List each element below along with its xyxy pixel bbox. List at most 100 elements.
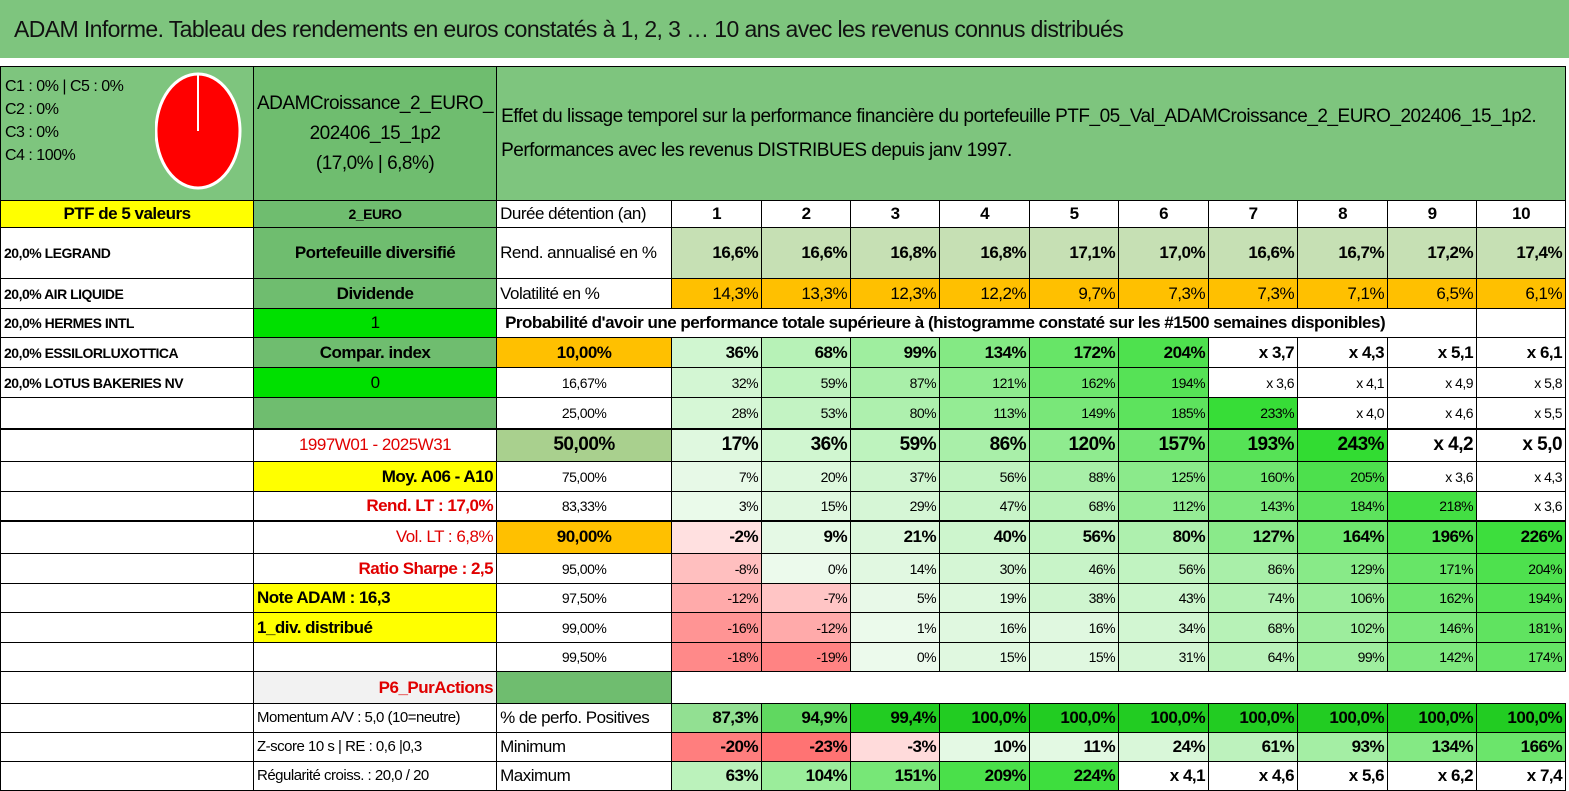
allocation-legend-item: C2 : 0% [5, 101, 59, 118]
positives-value: 99,4% [850, 703, 941, 733]
empty-cell [496, 671, 673, 704]
probability-level: 75,00% [496, 461, 673, 492]
product-name-cell: ADAMCroissance_2_EURO_ 202406_15_1p2 (17… [252, 66, 498, 201]
probability-value: 59% [761, 367, 852, 398]
holding-hermes: 20,0% HERMES INTL [0, 308, 254, 338]
probability-value: 74% [1208, 583, 1299, 613]
empty-cell [0, 732, 254, 762]
empty-cell [0, 703, 254, 733]
year-header: 10 [1476, 200, 1567, 228]
rend-value: 16,8% [850, 227, 941, 279]
probability-level: 99,50% [496, 642, 673, 672]
minimum-value: 93% [1297, 732, 1389, 762]
probability-value: x 3,7 [1208, 337, 1299, 368]
probability-value: 28% [671, 397, 763, 429]
positives-value: 94,9% [761, 703, 852, 733]
probability-value: 233% [1208, 397, 1299, 429]
vol-value: 7,3% [1118, 278, 1210, 309]
empty-cell [0, 612, 254, 643]
minimum-value: -3% [850, 732, 941, 762]
rend-value: 16,6% [671, 227, 763, 279]
period-range: 1997W01 - 2025W31 [252, 427, 498, 462]
rend-value: 16,8% [939, 227, 1031, 279]
vol-value: 12,2% [939, 278, 1031, 309]
probability-value: 46% [1029, 553, 1120, 584]
dividend-value: 1 [252, 308, 498, 338]
probability-value: -8% [671, 553, 763, 584]
holding-essilor: 20,0% ESSILORLUXOTTICA [0, 337, 254, 368]
probability-value: 34% [1118, 612, 1210, 643]
probability-value: -19% [761, 642, 852, 672]
probability-value: x 4,0 [1297, 397, 1389, 429]
probability-value: 17% [671, 427, 763, 462]
probability-value: 120% [1029, 427, 1120, 462]
probability-value: 64% [1208, 642, 1299, 672]
probability-value: 106% [1297, 583, 1389, 613]
rend-value: 17,2% [1387, 227, 1478, 279]
probability-value: 87% [850, 367, 941, 398]
probability-value: 162% [1387, 583, 1478, 613]
empty-cell [0, 491, 254, 521]
probability-value: 218% [1387, 491, 1478, 521]
probability-value: 21% [850, 519, 941, 554]
vol-value: 6,5% [1387, 278, 1478, 309]
probability-value: 16% [939, 612, 1031, 643]
probability-value: 56% [1118, 553, 1210, 584]
probability-value: 20% [761, 461, 852, 492]
positives-label: % de perfo. Positives [496, 703, 673, 733]
minimum-value: 61% [1208, 732, 1299, 762]
maximum-value: x 5,6 [1297, 761, 1389, 791]
moy-label: Moy. A06 - A10 [252, 461, 498, 492]
probability-value: 59% [850, 427, 941, 462]
probability-value: 56% [1029, 519, 1120, 554]
probability-value: 29% [850, 491, 941, 521]
product-name-line1: ADAMCroissance_2_EURO_ [257, 92, 494, 114]
maximum-value: x 4,6 [1208, 761, 1299, 791]
rend-value: 16,6% [761, 227, 852, 279]
positives-value: 100,0% [1029, 703, 1120, 733]
probability-level: 10,00% [496, 337, 673, 368]
positives-value: 100,0% [1476, 703, 1567, 733]
allocation-legend: C1 : 0% | C5 : 0% C2 : 0% C3 : 0% C4 : 1… [5, 75, 124, 167]
probability-value: 80% [1118, 519, 1210, 554]
vol-value: 13,3% [761, 278, 852, 309]
probability-value: 37% [850, 461, 941, 492]
empty-cell [252, 397, 498, 429]
probability-value: -16% [671, 612, 763, 643]
year-header: 9 [1387, 200, 1478, 228]
report-title: ADAM Informe. Tableau des rendements en … [0, 0, 1569, 62]
probability-value: 205% [1297, 461, 1389, 492]
maximum-value: 104% [761, 761, 852, 791]
maximum-value: 151% [850, 761, 941, 791]
sharpe-ratio: Ratio Sharpe : 2,5 [252, 553, 498, 584]
probability-value: x 3,6 [1476, 491, 1567, 521]
positives-value: 100,0% [1208, 703, 1299, 733]
probability-value: 43% [1118, 583, 1210, 613]
year-header: 1 [671, 200, 763, 228]
probability-value: 184% [1297, 491, 1389, 521]
probability-value: 40% [939, 519, 1031, 554]
probability-value: 143% [1208, 491, 1299, 521]
rend-lt: Rend. LT : 17,0% [252, 491, 498, 521]
regularite-label: Régularité croiss. : 20,0 / 20 [252, 761, 498, 791]
probability-value: -2% [671, 519, 763, 554]
probability-value: 14% [850, 553, 941, 584]
allocation-cell: C1 : 0% | C5 : 0% C2 : 0% C3 : 0% C4 : 1… [0, 66, 254, 201]
probability-value: 194% [1476, 583, 1567, 613]
probability-value: 134% [939, 337, 1031, 368]
probability-value: x 4,2 [1387, 427, 1478, 462]
vol-value: 7,3% [1208, 278, 1299, 309]
probability-value: 194% [1118, 367, 1210, 398]
returns-table: C1 : 0% | C5 : 0% C2 : 0% C3 : 0% C4 : 1… [0, 66, 1567, 791]
probability-value: 31% [1118, 642, 1210, 672]
year-header: 6 [1118, 200, 1210, 228]
positives-value: 100,0% [939, 703, 1031, 733]
minimum-value: 24% [1118, 732, 1210, 762]
probability-value: 157% [1118, 427, 1210, 462]
probability-value: x 4,3 [1476, 461, 1567, 492]
probability-value: 30% [939, 553, 1031, 584]
probability-value: 171% [1387, 553, 1478, 584]
probability-value: 164% [1297, 519, 1389, 554]
probability-value: x 5,5 [1476, 397, 1567, 429]
empty-cell [1476, 308, 1567, 338]
